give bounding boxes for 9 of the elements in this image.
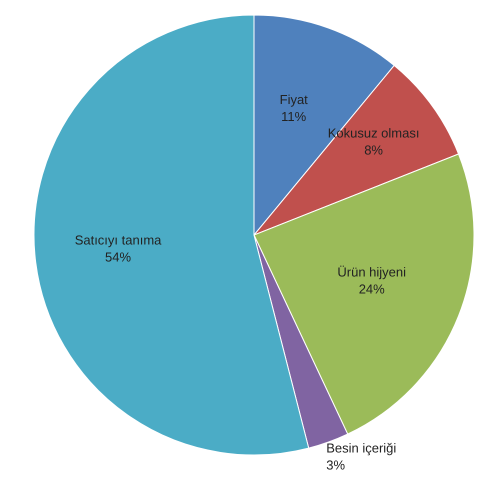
data-label: 11% (281, 108, 307, 124)
slice-label: Besin içeriği (326, 440, 396, 456)
data-label: 3% (326, 458, 346, 473)
slice-label: Fiyat (280, 92, 308, 107)
slice-label: Ürün hijyeni (337, 264, 406, 280)
data-label: 8% (364, 142, 384, 158)
data-label: 54% (105, 250, 132, 265)
data-label: 24% (358, 282, 386, 297)
slice-label: Satıcıyı tanıma (74, 232, 162, 248)
